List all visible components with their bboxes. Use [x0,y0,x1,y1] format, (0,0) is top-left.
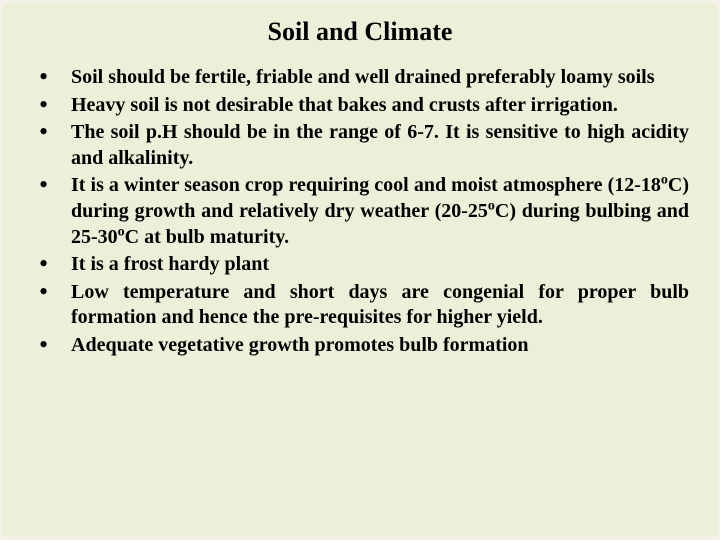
list-item: • The soil p.H should be in the range of… [39,120,689,171]
list-item: • Heavy soil is not desirable that bakes… [39,93,689,119]
bullet-icon: • [39,120,71,142]
list-item: • Low temperature and short days are con… [39,280,689,331]
bullet-icon: • [39,173,71,195]
bullet-text: Soil should be fertile, friable and well… [71,65,689,91]
bullet-icon: • [39,252,71,274]
bullet-text: Low temperature and short days are conge… [71,280,689,331]
bullet-icon: • [39,280,71,302]
slide-container: Soil and Climate • Soil should be fertil… [3,3,717,537]
bullet-icon: • [39,93,71,115]
list-item: • It is a winter season crop requiring c… [39,173,689,250]
bullet-icon: • [39,333,71,355]
list-item: • Soil should be fertile, friable and we… [39,65,689,91]
bullet-text: It is a winter season crop requiring coo… [71,173,689,250]
bullet-icon: • [39,65,71,87]
bullet-list: • Soil should be fertile, friable and we… [31,65,689,359]
list-item: • It is a frost hardy plant [39,252,689,278]
bullet-text: It is a frost hardy plant [71,252,689,278]
bullet-text: Adequate vegetative growth promotes bulb… [71,333,689,359]
bullet-text: The soil p.H should be in the range of 6… [71,120,689,171]
bullet-text: Heavy soil is not desirable that bakes a… [71,93,689,119]
list-item: • Adequate vegetative growth promotes bu… [39,333,689,359]
slide-title: Soil and Climate [31,17,689,47]
